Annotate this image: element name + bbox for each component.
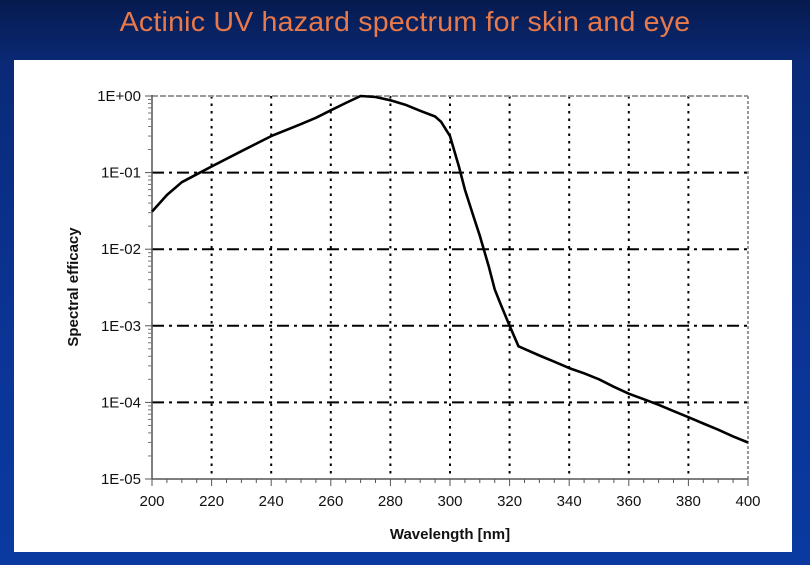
chart-panel — [14, 60, 792, 552]
x-tick-label: 300 — [437, 493, 462, 510]
y-axis-tick-labels: 1E+00 1E-01 1E-02 1E-03 1E-04 1E-05 — [97, 88, 141, 488]
y-tick-label: 1E-03 — [101, 318, 141, 335]
x-tick-label: 400 — [735, 493, 760, 510]
chart-gridlines — [152, 95, 748, 479]
y-tick-label: 1E-05 — [101, 471, 141, 488]
y-axis-title: Spectral efficacy — [65, 227, 82, 347]
slide-title: Actinic UV hazard spectrum for skin and … — [119, 6, 691, 37]
y-tick-label: 1E-04 — [101, 394, 141, 411]
x-tick-label: 340 — [557, 493, 582, 510]
chart-series-line — [151, 94, 749, 444]
x-tick-label: 360 — [616, 493, 641, 510]
x-tick-label: 240 — [259, 493, 284, 510]
x-tick-label: 280 — [378, 493, 403, 510]
x-tick-label: 260 — [318, 493, 343, 510]
y-tick-label: 1E+00 — [97, 88, 141, 105]
x-tick-label: 320 — [497, 493, 522, 510]
x-tick-label: 380 — [676, 493, 701, 510]
x-axis-title: Wavelength [nm] — [390, 526, 510, 543]
x-tick-label: 220 — [199, 493, 224, 510]
y-tick-label: 1E-01 — [101, 165, 141, 182]
x-tick-label: 200 — [139, 493, 164, 510]
x-axis-tick-labels: 200 220 240 260 280 300 320 340 360 380 400 — [139, 493, 760, 510]
chart-ticks — [145, 95, 749, 486]
y-tick-label: 1E-02 — [101, 241, 141, 258]
